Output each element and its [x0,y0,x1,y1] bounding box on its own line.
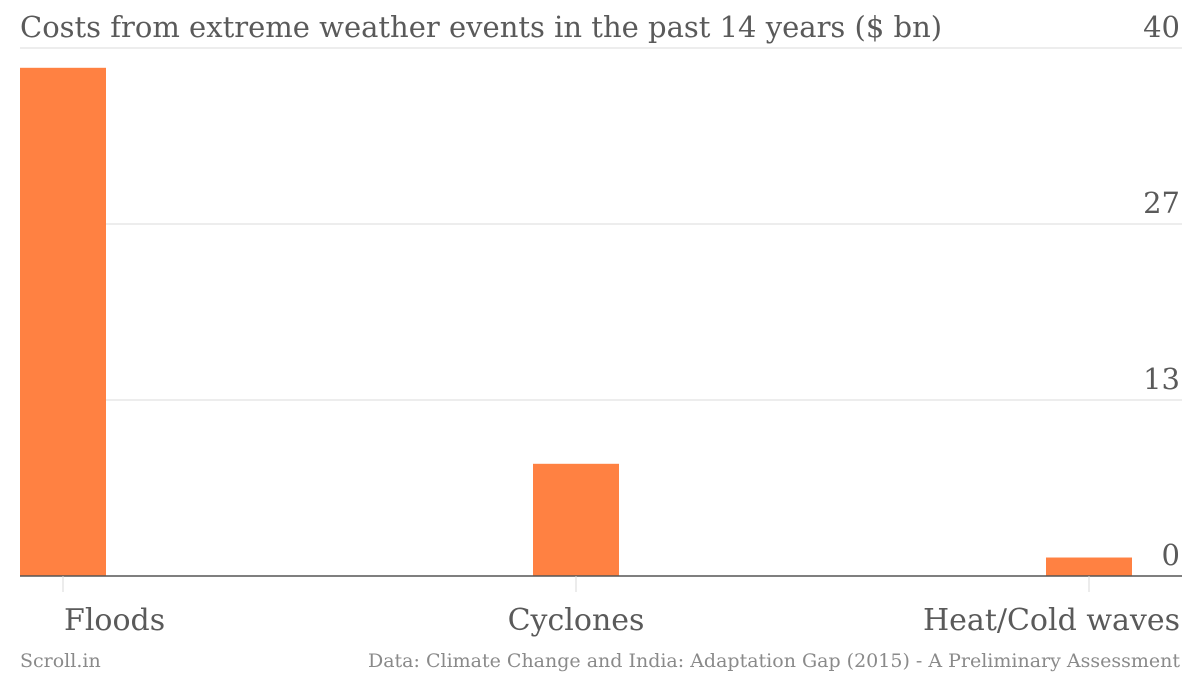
x-tick-label: Floods [64,603,165,638]
y-tick-label: 13 [1143,362,1180,396]
chart-title: Costs from extreme weather events in the… [20,10,942,44]
bar-floods [20,67,106,577]
bar-heat-cold-waves [1046,557,1132,576]
gridlines [20,47,1182,401]
x-axis-ticks [62,576,1090,592]
y-tick-label: 0 [1162,538,1180,572]
source-brand: Scroll.in [20,650,101,672]
bar-cyclones [533,463,619,576]
data-credit: Data: Climate Change and India: Adaptati… [368,650,1180,672]
y-axis-ticks: 0 13 27 40 [1143,10,1180,572]
y-tick-label: 27 [1143,186,1180,220]
bars [20,67,1132,577]
x-tick-label: Cyclones [508,603,645,638]
x-axis-labels: Floods Cyclones Heat/Cold waves [64,603,1180,638]
x-tick-label: Heat/Cold waves [923,603,1180,638]
y-tick-label: 40 [1143,10,1180,44]
